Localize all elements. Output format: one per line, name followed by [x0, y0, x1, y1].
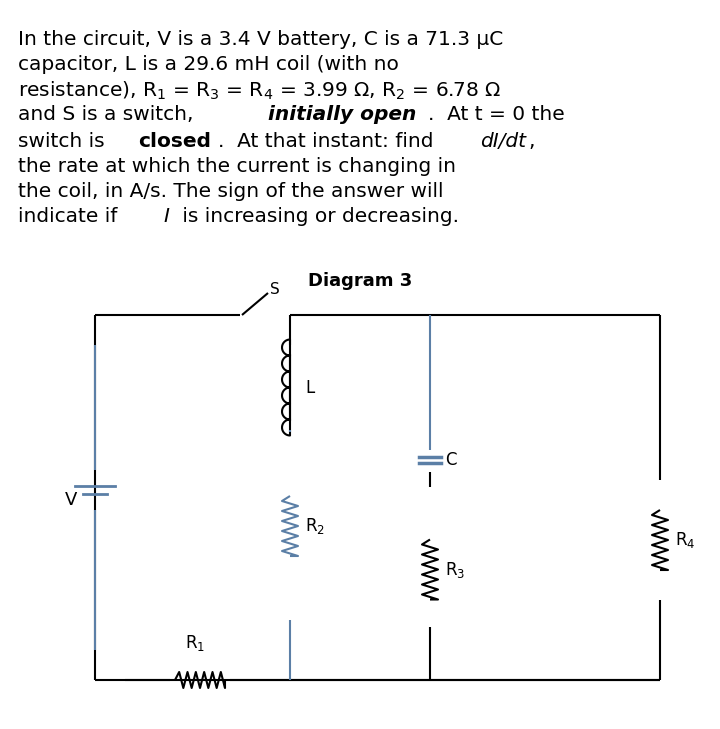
Text: resistance), R$_1$ = R$_3$ = R$_4$ = 3.99 Ω, R$_2$ = 6.78 Ω: resistance), R$_1$ = R$_3$ = R$_4$ = 3.9… [18, 80, 501, 102]
Text: ,: , [528, 132, 534, 151]
Text: and S is a switch,: and S is a switch, [18, 105, 200, 124]
Text: the rate at which the current is changing in: the rate at which the current is changin… [18, 157, 456, 176]
Text: V: V [65, 491, 77, 509]
Text: closed: closed [138, 132, 211, 151]
Text: R$_3$: R$_3$ [445, 559, 465, 580]
Text: initially open: initially open [268, 105, 416, 124]
Text: the coil, in A/s. The sign of the answer will: the coil, in A/s. The sign of the answer… [18, 182, 444, 201]
Text: L: L [305, 378, 314, 397]
Text: S: S [270, 282, 280, 297]
Text: R$_1$: R$_1$ [185, 633, 205, 653]
Text: In the circuit, V is a 3.4 V battery, C is a 71.3 μC: In the circuit, V is a 3.4 V battery, C … [18, 30, 503, 49]
Text: dI/dt: dI/dt [480, 132, 526, 151]
Text: .  At that instant: find: . At that instant: find [218, 132, 440, 151]
Text: C: C [445, 451, 456, 469]
Text: switch is: switch is [18, 132, 111, 151]
Text: is increasing or decreasing.: is increasing or decreasing. [176, 207, 459, 226]
Text: R$_2$: R$_2$ [305, 516, 325, 536]
Text: .  At t = 0 the: . At t = 0 the [428, 105, 564, 124]
Text: R$_4$: R$_4$ [675, 530, 696, 550]
Text: capacitor, L is a 29.6 mH coil (with no: capacitor, L is a 29.6 mH coil (with no [18, 55, 399, 74]
Text: I: I [163, 207, 169, 226]
Text: indicate if: indicate if [18, 207, 124, 226]
Text: Diagram 3: Diagram 3 [308, 272, 412, 290]
